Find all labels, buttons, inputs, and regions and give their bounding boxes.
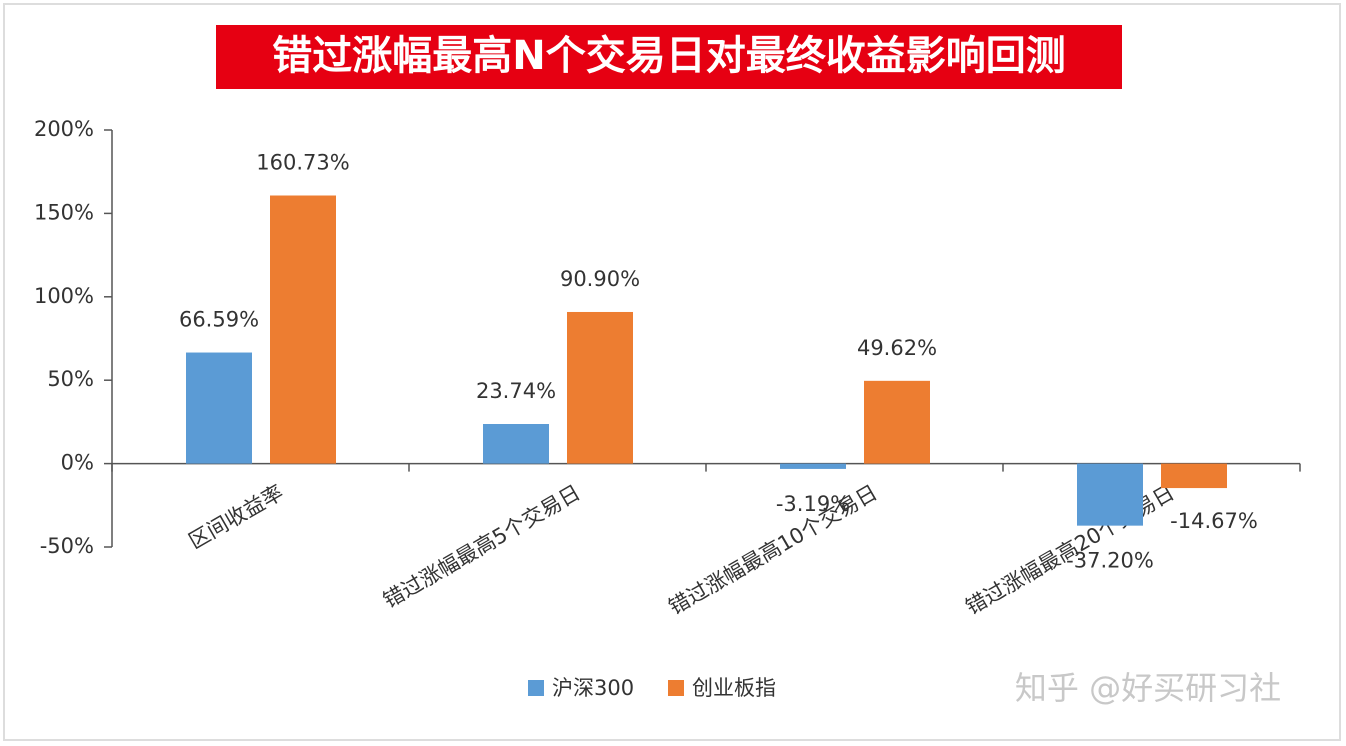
y-tick-label: -50%: [40, 534, 94, 558]
value-label: 49.62%: [857, 336, 937, 360]
value-label: -37.20%: [1066, 549, 1154, 573]
bar: [780, 463, 846, 469]
bar: [1077, 463, 1143, 526]
y-tick-label: 100%: [34, 284, 94, 308]
title-box: [216, 25, 1122, 89]
value-label: 66.59%: [179, 308, 259, 332]
bar: [567, 311, 633, 464]
value-label: 90.90%: [560, 267, 640, 291]
bar: [864, 380, 930, 464]
bar: [186, 352, 252, 464]
bar: [1161, 463, 1227, 489]
y-tick-label: 150%: [34, 200, 94, 224]
y-tick-label: 0%: [61, 451, 94, 475]
value-label: 160.73%: [256, 151, 349, 175]
watermark: 知乎 @好买研习社: [1015, 669, 1281, 707]
bar: [483, 424, 549, 464]
y-tick-label: 50%: [47, 367, 94, 391]
y-tick-label: 200%: [34, 117, 94, 141]
bar: [270, 195, 336, 464]
legend-swatch: [668, 680, 684, 696]
value-label: -3.19%: [776, 492, 850, 516]
value-label: -14.67%: [1170, 509, 1258, 533]
value-label: 23.74%: [476, 379, 556, 403]
legend-label: 沪深300: [552, 676, 634, 700]
legend-label: 创业板指: [692, 676, 776, 700]
chart-title: 错过涨幅最高N个交易日对最终收益影响回测: [272, 33, 1065, 79]
legend-swatch: [528, 680, 544, 696]
